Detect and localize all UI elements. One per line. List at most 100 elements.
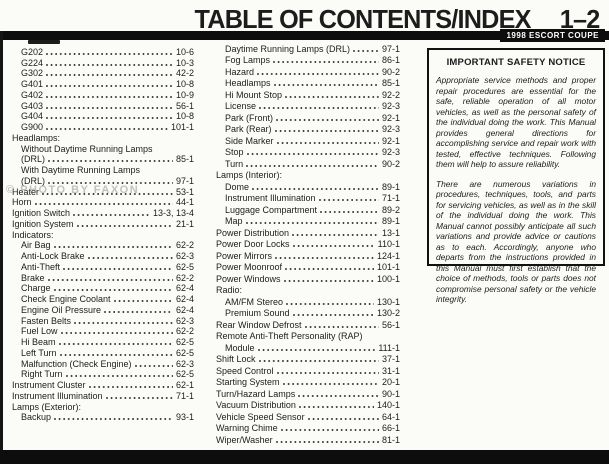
toc-entry: Shift Lock 37-1 (216, 352, 400, 364)
entry-page: 37-1 (381, 354, 400, 364)
entry-page: 97-1 (381, 43, 400, 54)
dot-leader (54, 411, 173, 423)
entry-label: (DRL) (21, 154, 45, 165)
dot-leader (292, 226, 379, 238)
dot-leader (307, 410, 379, 422)
entry-label: Backup (21, 412, 52, 423)
dot-leader (113, 293, 173, 304)
dot-leader (298, 387, 379, 399)
toc-entry: Daytime Running Lamps (DRL) 97-1 (216, 42, 400, 54)
entry-page: 92-3 (381, 124, 400, 134)
entry-page: 140-1 (376, 400, 400, 410)
dot-leader (104, 304, 173, 315)
entry-label: Dome (225, 181, 250, 192)
entry-page: 97-1 (175, 175, 194, 186)
dot-leader (318, 191, 379, 203)
entry-label: Instrument Cluster (12, 380, 86, 390)
safety-notice-box: IMPORTANT SAFETY NOTICE Appropriate serv… (427, 48, 605, 304)
toc-entry: Starting System 20-1 (216, 375, 400, 387)
entry-page: 10-8 (175, 79, 194, 89)
entry-page: 92-3 (381, 147, 400, 157)
toc-entry: With Daytime Running Lamps (12, 164, 194, 175)
entry-label: Wiper/Washer (216, 434, 273, 445)
entry-page: 10-3 (175, 57, 194, 68)
dot-leader (286, 295, 374, 307)
toc-entry: G900 101-1 (12, 121, 194, 132)
toc-entry: Ignition System 21-1 (12, 218, 194, 229)
entry-page: 31-1 (381, 365, 400, 376)
dot-leader (88, 379, 173, 390)
toc-entry: Malfunction (Check Engine) 62-3 (12, 357, 194, 369)
entry-label: Shift Lock (216, 354, 256, 364)
entry-page: 62-5 (175, 369, 194, 380)
entry-label: Remote Anti-Theft Personality (RAP) (216, 331, 363, 341)
dot-leader (259, 99, 379, 111)
entry-label: Hazard (225, 66, 255, 77)
watermark: © PHOTO BY FAXON (6, 184, 140, 196)
toc-entry: Power Mirrors 124-1 (216, 249, 400, 261)
toc-entry: G402 10-9 (12, 89, 194, 100)
entry-page: 62-5 (175, 347, 194, 358)
dot-leader (245, 214, 379, 226)
entry-page: 10-6 (175, 46, 194, 57)
entry-page: 92-3 (381, 101, 400, 111)
entry-label: License (225, 101, 257, 111)
entry-label: G402 (21, 89, 44, 100)
toc-entry: Fog Lamps 86-1 (216, 53, 400, 65)
toc-entry: G403 56-1 (12, 99, 194, 111)
entry-page: 92-2 (381, 89, 400, 100)
toc-entry: Hi Mount Stop 92-2 (216, 88, 400, 100)
entry-page: 66-1 (381, 423, 400, 433)
entry-page: 85-1 (175, 154, 194, 165)
entry-page: 92-1 (381, 112, 400, 123)
entry-page: 53-1 (175, 186, 194, 197)
entry-page: 89-2 (381, 204, 400, 215)
entry-label: Power Moonroof (216, 262, 283, 272)
entry-page: 85-1 (381, 78, 400, 88)
toc-entry: Fasten Belts 62-3 (12, 314, 194, 326)
toc-entry: Anti-Theft 62-5 (12, 261, 194, 272)
entry-label: Daytime Running Lamps (DRL) (225, 43, 351, 54)
safety-notice-paragraph: There are numerous variations in procedu… (436, 178, 596, 305)
dot-leader (46, 56, 173, 68)
entry-page: 92-1 (381, 135, 400, 146)
entry-label: Horn (12, 197, 32, 208)
toc-entry: Brake 62-2 (12, 271, 194, 283)
entry-label: Park (Rear) (225, 124, 272, 134)
dot-leader (46, 46, 173, 57)
dot-leader (46, 110, 173, 122)
toc-entry: Dome 89-1 (216, 180, 400, 192)
entry-label: G900 (21, 122, 44, 132)
entry-page: 71-1 (381, 193, 400, 203)
entry-label: Lamps (Interior): (216, 170, 283, 180)
entry-page: 62-4 (175, 283, 194, 294)
entry-label: Charge (21, 283, 51, 294)
toc-entry: Power Door Locks 110-1 (216, 237, 400, 249)
dot-leader (258, 352, 379, 364)
entry-label: Ignition Switch (12, 208, 71, 218)
dot-leader (320, 203, 379, 215)
entry-label: Engine Oil Pressure (21, 304, 102, 315)
entry-page: 130-1 (376, 296, 400, 307)
dot-leader (280, 421, 379, 433)
entry-label: Speed Control (216, 365, 274, 376)
entry-page: 56-1 (381, 319, 400, 330)
dot-leader (285, 88, 379, 100)
entry-page: 130-2 (376, 308, 400, 318)
entry-label: Fasten Belts (21, 315, 72, 326)
dot-leader (76, 218, 173, 229)
toc-entry: Anti-Lock Brake 62-3 (12, 250, 194, 261)
dot-leader (59, 347, 173, 358)
entry-page: 62-4 (175, 294, 194, 304)
entry-label: Indicators: (12, 229, 54, 240)
entry-page: 71-1 (175, 390, 194, 401)
dot-leader (304, 318, 379, 330)
entry-label: Park (Front) (225, 112, 274, 123)
dot-leader (46, 121, 168, 132)
dot-leader (292, 306, 374, 318)
entry-page: 64-1 (381, 411, 400, 422)
entry-label: Lamps (Exterior): (12, 401, 82, 412)
entry-page: 20-1 (381, 377, 400, 387)
entry-label: Without Daytime Running Lamps (21, 143, 153, 154)
toc-entry: Engine Oil Pressure 62-4 (12, 304, 194, 315)
